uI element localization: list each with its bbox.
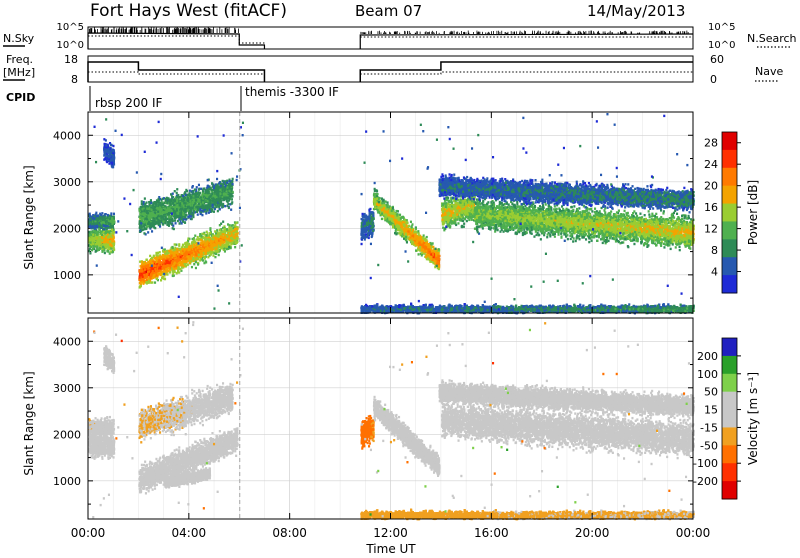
freq-unit: [MHz] (3, 66, 35, 79)
nsky-line-b (360, 34, 692, 49)
heatmap-cell (108, 235, 110, 237)
nave-tick-top: 60 (710, 53, 724, 66)
date-label: 14/May/2013 (587, 2, 685, 20)
heatmap-cell (89, 239, 91, 241)
heatmap-cell (111, 238, 113, 240)
heatmap-cell (107, 231, 109, 233)
radar-plot: Fort Hays West (fitACF) Beam 07 14/May/2… (0, 0, 800, 554)
nsky-tick-bottom: 10^0 (57, 40, 84, 51)
y-tick-label: 3000 (53, 176, 81, 189)
heatmap-cell (98, 249, 100, 251)
heatmap-cell (113, 249, 115, 251)
heatmap-cell (90, 242, 92, 244)
nsky-label: N.Sky (3, 32, 35, 45)
nsearch-label: N.Search (747, 32, 797, 45)
heatmap-cell (106, 244, 108, 246)
heatmap-cell (100, 230, 102, 232)
heatmap-cell (93, 230, 95, 232)
nsearch-tick-bottom: 10^0 (708, 40, 735, 51)
heatmap-cell (89, 245, 91, 247)
heatmap-cell (96, 242, 98, 244)
heatmap-cell (111, 229, 113, 231)
station-title: Fort Hays West (fitACF) (90, 1, 287, 21)
heatmap-cell (103, 240, 105, 242)
nsky-trace (88, 27, 693, 49)
freq-tick-bottom: 8 (71, 73, 78, 86)
heatmap-cell (99, 242, 101, 244)
cpid-entry-rbsp: rbsp 200 IF (95, 96, 162, 110)
heatmap-cell (89, 252, 91, 254)
heatmap-cell (102, 246, 104, 248)
freq-tick-top: 18 (64, 53, 78, 66)
y-tick-label: 4000 (53, 129, 81, 142)
heatmap-cell (101, 251, 103, 253)
freq-label: Freq. (6, 53, 33, 66)
heatmap-cell (92, 242, 94, 244)
radar-plot-svg: Fort Hays West (fitACF) Beam 07 14/May/2… (0, 0, 800, 554)
heatmap-cell (97, 247, 99, 249)
heatmap-cell (113, 213, 115, 215)
y-tick-label: 1000 (53, 269, 81, 282)
nave-dotted-b (360, 72, 692, 74)
heatmap-cell (111, 245, 113, 247)
heatmap-cell (109, 240, 111, 242)
heatmap-cell (93, 239, 95, 241)
heatmap-cell (105, 246, 107, 248)
y-tick-label: 2000 (53, 222, 81, 235)
heatmap-cell (107, 239, 109, 241)
cpid-label: CPID (6, 91, 35, 104)
heatmap-cell (101, 234, 103, 236)
heatmap-cell (91, 249, 93, 251)
nsky-tick-top: 10^5 (57, 22, 84, 33)
heatmap-cell (97, 238, 99, 240)
nave-label: Nave (755, 65, 783, 78)
heatmap-cell (113, 242, 115, 244)
heatmap-cell (103, 236, 105, 238)
cpid-entry-themis: themis -3300 IF (245, 85, 339, 99)
heatmap-cell (104, 232, 106, 234)
heatmap-cell (95, 250, 97, 252)
freq-line (88, 62, 264, 82)
heatmap-cell (108, 248, 110, 250)
freq-trace (88, 62, 693, 82)
heatmap-cell (111, 240, 113, 242)
nave-dotted (88, 72, 264, 74)
heatmap-cell (94, 245, 96, 247)
heatmap-cell (90, 231, 92, 233)
heatmap-cell (108, 250, 110, 252)
freq-panel (88, 56, 693, 82)
nsearch-dotted (88, 36, 264, 43)
heatmap-cell (96, 234, 98, 236)
heatmap-cell (92, 234, 94, 236)
nsearch-tick-top: 10^5 (708, 22, 735, 33)
nsky-line-a (88, 33, 264, 49)
heatmap-cell (104, 252, 106, 254)
heatmap-cell (112, 232, 114, 234)
nave-tick-bottom: 0 (710, 73, 717, 86)
beam-label: Beam 07 (355, 2, 422, 20)
